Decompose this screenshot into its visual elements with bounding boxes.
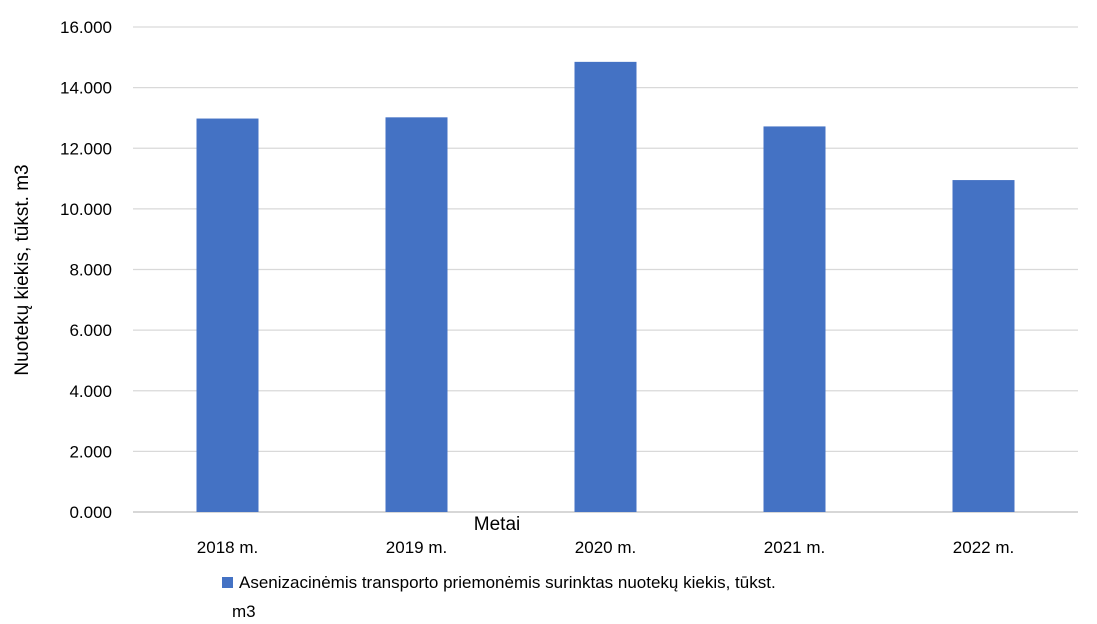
bar-2022m (952, 180, 1015, 512)
bar-2018m (196, 118, 259, 512)
legend-label-line-2: m3 (232, 602, 256, 621)
bar-2019m (385, 117, 448, 513)
y-tick-label: 6.000 (69, 321, 112, 340)
y-tick-label: 0.000 (69, 503, 112, 522)
y-tick-label: 10.000 (60, 200, 112, 219)
bars (196, 61, 1015, 513)
bar-2021m (763, 126, 826, 513)
x-tick-labels: 2018 m. 2019 m. 2020 m. 2021 m. 2022 m. (197, 538, 1014, 557)
legend-swatch (222, 577, 233, 588)
legend-label-line-1: Asenizacinėmis transporto priemonėmis su… (239, 573, 776, 592)
y-axis-title: Nuotekų kiekis, tūkst. m3 (12, 164, 33, 375)
legend: Asenizacinėmis transporto priemonėmis su… (222, 573, 776, 621)
x-tick-label: 2020 m. (575, 538, 636, 557)
y-tick-label: 12.000 (60, 139, 112, 158)
y-tick-labels: 0.000 2.000 4.000 6.000 8.000 10.000 12.000 14.… (60, 18, 112, 522)
bar-2020m (574, 61, 637, 512)
x-axis-title: Metai (474, 514, 520, 535)
x-tick-label: 2022 m. (953, 538, 1014, 557)
y-tick-label: 14.000 (60, 79, 112, 98)
y-tick-label: 2.000 (69, 442, 112, 461)
x-tick-label: 2021 m. (764, 538, 825, 557)
x-tick-label: 2018 m. (197, 538, 258, 557)
y-tick-label: 8.000 (69, 261, 112, 280)
y-tick-label: 4.000 (69, 382, 112, 401)
y-tick-label: 16.000 (60, 18, 112, 37)
x-tick-label: 2019 m. (386, 538, 447, 557)
